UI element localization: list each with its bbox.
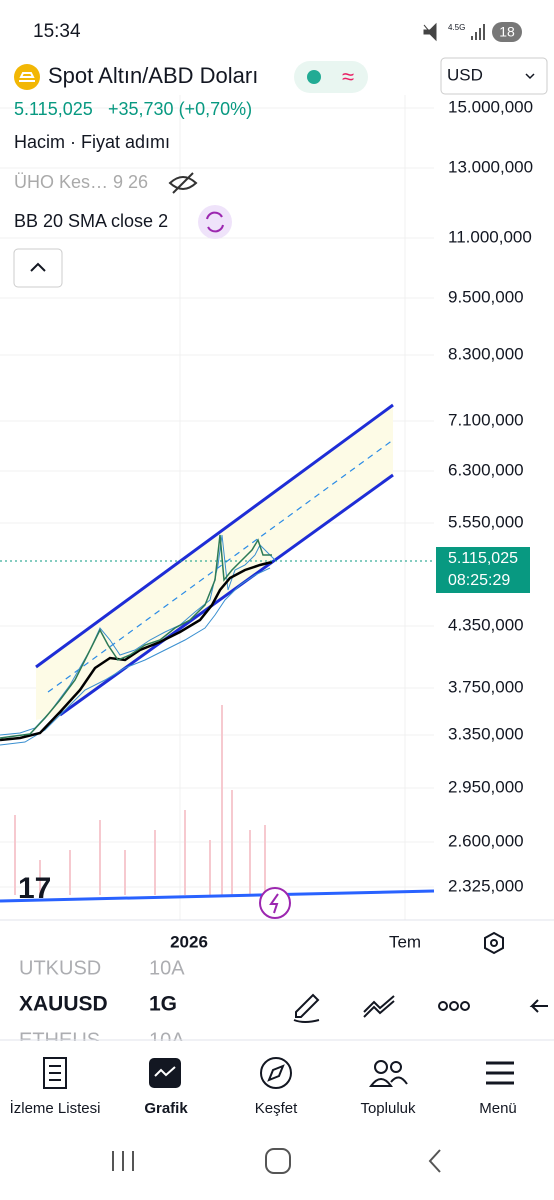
chevron: [525, 73, 535, 80]
lightning: [269, 893, 279, 914]
price-path: [0, 534, 272, 739]
community-icon[interactable]: [369, 1060, 408, 1087]
up-arrow: [30, 262, 46, 272]
recent-apps[interactable]: [112, 1151, 134, 1171]
current-price: 5.115,025: [448, 550, 518, 567]
price-label: 11.000,000: [448, 227, 532, 246]
logo-mark: [19, 72, 35, 82]
price-label: 5.550,000: [448, 512, 524, 531]
refresh-icon: [206, 211, 224, 233]
symbol-prev[interactable]: UTKUSD 10A: [19, 957, 185, 979]
compass: [267, 1064, 285, 1082]
mute-icon: [423, 22, 437, 42]
indicator[interactable]: ÜHO Kes… 9 26: [14, 172, 148, 192]
channel-fill: [36, 405, 393, 720]
symbol[interactable]: XAUUSD: [19, 993, 108, 1016]
interval[interactable]: 1G: [149, 993, 177, 1016]
price-label: 6.300,000: [448, 460, 524, 479]
explore-icon[interactable]: [260, 1057, 292, 1089]
settings-icon[interactable]: [484, 931, 504, 955]
price: 5.115,025: [14, 99, 93, 119]
price-label: 3.750,000: [448, 677, 524, 696]
clock: 15:34: [33, 21, 81, 42]
time-label: 2026: [170, 932, 208, 951]
chart-icon-line: [154, 1066, 176, 1077]
price-badge: [436, 547, 530, 593]
nav-bar: [0, 1041, 554, 1131]
hidden-icon[interactable]: [168, 172, 198, 194]
currency-select[interactable]: [440, 57, 548, 95]
price-label: 3.350,000: [448, 724, 524, 743]
price-label: 4.350,000: [448, 615, 524, 634]
price-label: 15.000,000: [448, 97, 533, 116]
price-label: 2.950,000: [448, 777, 524, 796]
currency: USD: [447, 65, 483, 84]
badge: 18: [499, 24, 515, 40]
more-icon[interactable]: [438, 1001, 470, 1011]
price-label: 9.500,000: [448, 287, 524, 306]
price-label: 7.100,000: [448, 410, 524, 429]
change: +35,730 (+0,70%): [108, 99, 252, 119]
bb-band: [0, 567, 271, 746]
status-pill[interactable]: [294, 61, 368, 93]
price-label: 8.300,000: [448, 344, 524, 363]
signal-icon: [471, 24, 485, 40]
settings-dot: [490, 939, 498, 947]
sma: [0, 560, 273, 742]
trend-line: [0, 889, 435, 903]
market-open: [307, 70, 321, 84]
price-label: 13.000,000: [448, 157, 533, 176]
channel-lower: [59, 473, 394, 717]
nav-label: Keşfet: [255, 1100, 298, 1117]
volume: [14, 705, 266, 895]
time-label: Tem: [389, 932, 421, 951]
indicator[interactable]: Hacim · Fiyat adımı: [14, 132, 170, 152]
indicator-icon[interactable]: [363, 995, 395, 1018]
network: 4.5G: [448, 23, 465, 32]
price-label: 2.325,000: [448, 876, 524, 895]
delayed-icon: ≈: [342, 64, 354, 89]
interval: 10A: [149, 957, 185, 979]
symbol-title[interactable]: Spot Altın/ABD Doları: [48, 63, 258, 88]
nav-label: Topluluk: [360, 1100, 416, 1117]
nav-labels: İzleme Listesi Grafik Keşfet Topluluk Menü: [10, 1099, 517, 1117]
channel-mid: [47, 439, 394, 693]
badge-bg: [492, 22, 522, 42]
draw-icon[interactable]: [293, 993, 320, 1023]
price-label: 2.600,000: [448, 831, 524, 850]
nav-label: İzleme Listesi: [10, 1099, 101, 1117]
refresh-bg[interactable]: [198, 205, 232, 239]
bb-band: [0, 534, 276, 736]
back[interactable]: [428, 1149, 441, 1173]
tv-logo: 17: [18, 872, 51, 905]
menu-icon[interactable]: [486, 1061, 514, 1085]
countdown: 08:25:29: [448, 572, 510, 589]
channel-upper: [35, 403, 394, 669]
symbol: UTKUSD: [19, 957, 101, 979]
share-icon[interactable]: [529, 999, 548, 1013]
collapse-btn[interactable]: [13, 248, 63, 288]
nav-label: Grafik: [144, 1100, 188, 1117]
indicator[interactable]: BB 20 SMA close 2: [14, 211, 168, 231]
home[interactable]: [265, 1148, 291, 1174]
watchlist-icon[interactable]: [43, 1057, 67, 1089]
nav-label: Menü: [479, 1100, 517, 1117]
